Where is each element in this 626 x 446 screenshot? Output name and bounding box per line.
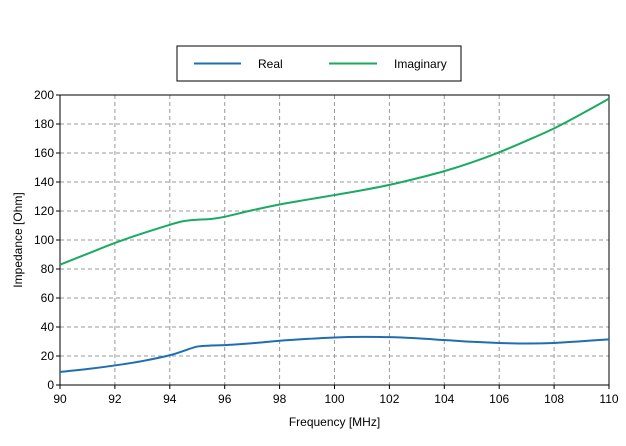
x-axis-label: Frequency [MHz] (289, 415, 380, 429)
y-tick-label: 180 (34, 117, 54, 131)
x-tick-label: 100 (324, 392, 344, 406)
y-tick-label: 100 (34, 233, 54, 247)
x-tick-label: 90 (53, 392, 67, 406)
x-tick-label: 92 (108, 392, 122, 406)
y-tick-label: 60 (41, 291, 55, 305)
y-tick-label: 120 (34, 204, 54, 218)
y-tick-label: 200 (34, 88, 54, 102)
y-tick-label: 80 (41, 262, 55, 276)
x-tick-label: 106 (489, 392, 509, 406)
x-tick-label: 98 (273, 392, 287, 406)
y-axis-label: Impedance [Ohm] (11, 192, 25, 287)
x-tick-label: 96 (218, 392, 232, 406)
y-tick-label: 40 (41, 320, 55, 334)
y-tick-label: 140 (34, 175, 54, 189)
series-line-imaginary (59, 97, 610, 266)
series-line-real (59, 335, 610, 373)
grid (60, 95, 609, 385)
x-tick-label: 108 (544, 392, 564, 406)
y-tick-label: 0 (47, 378, 54, 392)
legend-label-real: Real (258, 57, 283, 71)
legend: Real Imaginary (176, 45, 462, 82)
y-axis-ticks: 0 20 40 60 80 100 120 140 160 180 200 (34, 88, 60, 392)
series-layer (59, 97, 610, 373)
y-tick-label: 20 (41, 349, 55, 363)
x-axis-ticks: 90 92 94 96 98 100 102 104 106 108 110 (53, 385, 619, 406)
y-tick-label: 160 (34, 146, 54, 160)
x-tick-label: 104 (434, 392, 454, 406)
legend-label-imaginary: Imaginary (394, 57, 447, 71)
x-tick-label: 110 (599, 392, 618, 406)
x-tick-label: 94 (163, 392, 177, 406)
x-tick-label: 102 (379, 392, 399, 406)
